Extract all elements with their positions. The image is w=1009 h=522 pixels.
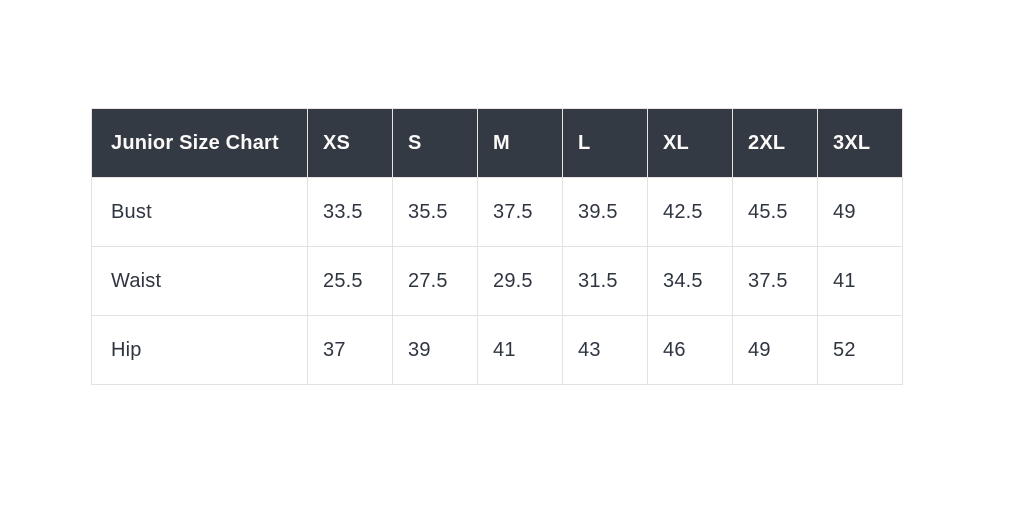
cell-hip-3xl: 52 xyxy=(817,315,903,385)
row-label-waist: Waist xyxy=(91,246,308,316)
col-header-xl: XL xyxy=(647,108,733,178)
cell-bust-xs: 33.5 xyxy=(307,177,393,247)
col-header-xs: XS xyxy=(307,108,393,178)
cell-hip-m: 41 xyxy=(477,315,563,385)
col-header-l: L xyxy=(562,108,648,178)
cell-bust-2xl: 45.5 xyxy=(732,177,818,247)
cell-waist-l: 31.5 xyxy=(562,246,648,316)
row-label-hip: Hip xyxy=(91,315,308,385)
col-header-2xl: 2XL xyxy=(732,108,818,178)
col-header-3xl: 3XL xyxy=(817,108,903,178)
table-title: Junior Size Chart xyxy=(91,108,308,178)
cell-bust-l: 39.5 xyxy=(562,177,648,247)
col-header-s: S xyxy=(392,108,478,178)
cell-hip-xs: 37 xyxy=(307,315,393,385)
table-row-waist: Waist 25.5 27.5 29.5 31.5 34.5 37.5 41 xyxy=(91,246,903,316)
cell-bust-s: 35.5 xyxy=(392,177,478,247)
table-header: Junior Size Chart XS S M L XL 2XL 3XL xyxy=(91,108,903,178)
cell-waist-s: 27.5 xyxy=(392,246,478,316)
cell-hip-xl: 46 xyxy=(647,315,733,385)
cell-hip-2xl: 49 xyxy=(732,315,818,385)
cell-waist-3xl: 41 xyxy=(817,246,903,316)
table-row-bust: Bust 33.5 35.5 37.5 39.5 42.5 45.5 49 xyxy=(91,177,903,247)
cell-waist-xs: 25.5 xyxy=(307,246,393,316)
cell-waist-xl: 34.5 xyxy=(647,246,733,316)
row-label-bust: Bust xyxy=(91,177,308,247)
cell-hip-l: 43 xyxy=(562,315,648,385)
cell-waist-2xl: 37.5 xyxy=(732,246,818,316)
cell-bust-xl: 42.5 xyxy=(647,177,733,247)
col-header-m: M xyxy=(477,108,563,178)
junior-size-chart-table: Junior Size Chart XS S M L XL 2XL 3XL Bu… xyxy=(91,108,903,385)
header-row: Junior Size Chart XS S M L XL 2XL 3XL xyxy=(91,108,903,178)
cell-hip-s: 39 xyxy=(392,315,478,385)
cell-waist-m: 29.5 xyxy=(477,246,563,316)
table-row-hip: Hip 37 39 41 43 46 49 52 xyxy=(91,315,903,385)
table-body: Bust 33.5 35.5 37.5 39.5 42.5 45.5 49 Wa… xyxy=(91,177,903,385)
cell-bust-m: 37.5 xyxy=(477,177,563,247)
cell-bust-3xl: 49 xyxy=(817,177,903,247)
